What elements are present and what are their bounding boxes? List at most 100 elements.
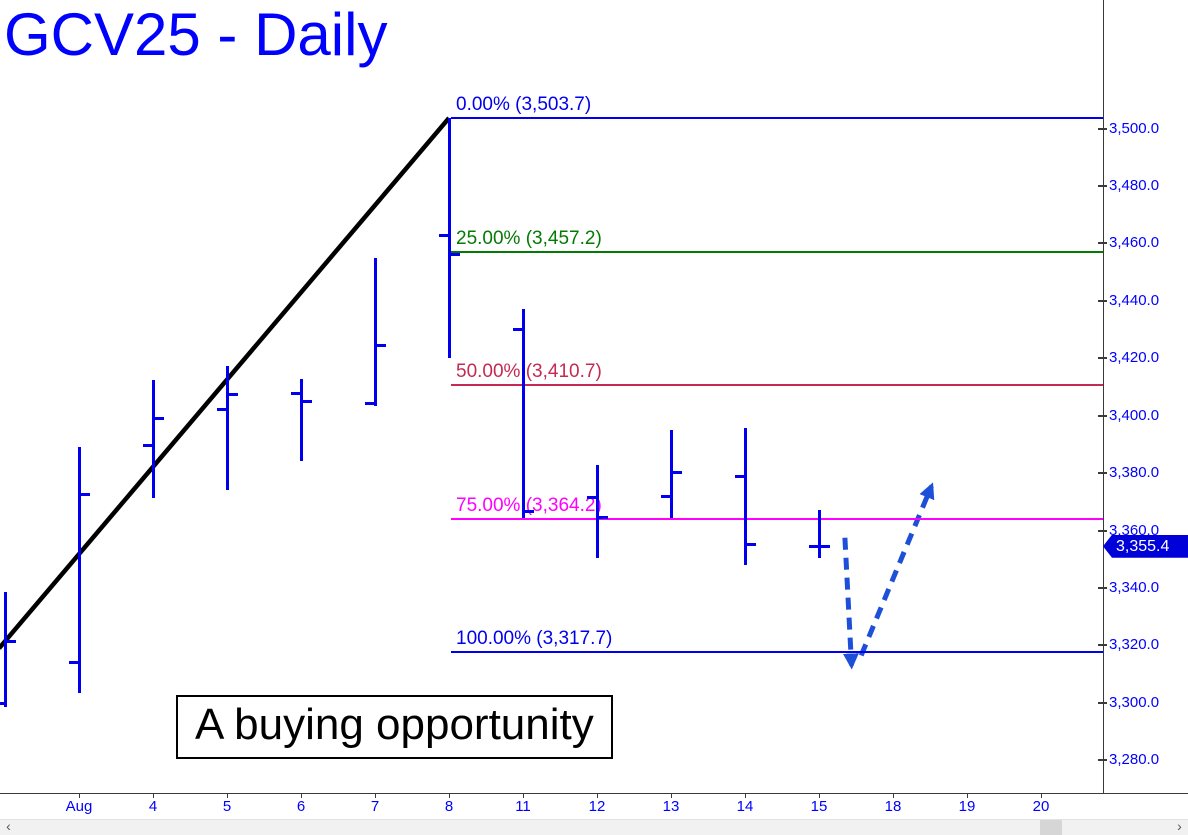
price-tick	[1098, 529, 1107, 532]
ohlc-bar	[225, 366, 229, 491]
price-tick	[1098, 357, 1107, 360]
ohlc-bar	[447, 118, 451, 358]
price-tick-label: 3,280.0	[1109, 751, 1160, 769]
date-tick	[966, 793, 968, 798]
date-tick	[300, 793, 302, 798]
price-tick-label: 3,500.0	[1109, 119, 1160, 137]
open-tick	[660, 495, 671, 499]
date-label: 12	[588, 798, 606, 815]
price-tick-label: 3,340.0	[1109, 578, 1160, 596]
price-tick	[1098, 472, 1107, 475]
date-label: 19	[958, 798, 976, 815]
fib-line-50	[451, 384, 1103, 386]
date-label: Aug	[65, 798, 93, 815]
scroll-right-button[interactable]: ›	[1171, 819, 1188, 835]
close-tick	[301, 399, 312, 403]
date-tick	[892, 793, 894, 798]
fib-label-50: 50.00% (3,410.7)	[456, 361, 602, 382]
date-label: 14	[736, 798, 754, 815]
price-tick	[1098, 299, 1107, 302]
close-tick	[449, 252, 460, 256]
scrollbar-thumb[interactable]	[1040, 820, 1062, 835]
date-label: 15	[810, 798, 828, 815]
ohlc-bar	[299, 378, 303, 462]
price-tick	[1098, 185, 1107, 188]
date-tick	[670, 793, 672, 798]
date-tick	[78, 793, 80, 798]
open-tick	[808, 544, 819, 548]
ohlc-bar	[77, 447, 81, 694]
price-axis-line	[1103, 0, 1104, 793]
price-tick	[1098, 701, 1107, 704]
chart-title: GCV25 - Daily	[4, 1, 388, 68]
fib-label-75: 75.00% (3,364.2)	[456, 494, 602, 516]
fib-label-100: 100.00% (3,317.7)	[456, 628, 613, 649]
open-tick	[734, 474, 745, 478]
date-tick	[448, 793, 450, 798]
price-tick	[1098, 644, 1107, 647]
fib-label-0: 0.00% (3,503.7)	[456, 94, 592, 115]
ohlc-bar	[669, 430, 673, 518]
date-tick	[1040, 793, 1042, 798]
price-tick	[1098, 242, 1107, 245]
price-tick-label: 3,440.0	[1109, 291, 1160, 309]
horizontal-scrollbar[interactable]: ‹ ›	[0, 819, 1188, 835]
price-tick-label: 3,380.0	[1109, 464, 1160, 482]
ohlc-bar	[373, 258, 377, 406]
date-label: 8	[444, 798, 454, 815]
open-tick	[512, 328, 523, 332]
fib-line-25	[451, 250, 1103, 253]
close-tick	[745, 542, 756, 546]
close-tick	[597, 515, 608, 519]
date-tick	[152, 793, 154, 798]
scroll-left-button[interactable]: ‹	[0, 819, 17, 835]
date-label: 7	[370, 798, 380, 815]
close-tick	[523, 510, 534, 514]
close-tick	[671, 471, 682, 475]
open-tick	[216, 408, 227, 412]
close-tick	[5, 640, 16, 644]
open-tick	[0, 701, 5, 705]
price-tick	[1098, 127, 1107, 130]
open-tick	[142, 444, 153, 448]
ohlc-bar	[743, 428, 747, 565]
open-tick	[290, 391, 301, 395]
fib-line-100	[451, 651, 1103, 653]
last-price-tag: 3,355.4	[1103, 534, 1188, 558]
fib-line-0	[451, 117, 1103, 119]
close-tick	[819, 544, 830, 548]
price-tick-label: 3,480.0	[1109, 177, 1160, 195]
close-tick	[79, 492, 90, 496]
date-tick	[226, 793, 228, 798]
ohlc-bar	[595, 465, 599, 559]
date-label: 13	[662, 798, 680, 815]
price-tick-label: 3,420.0	[1109, 349, 1160, 367]
date-tick	[744, 793, 746, 798]
projection-arrow-down-icon	[842, 537, 859, 670]
close-tick	[153, 416, 164, 420]
open-tick	[68, 660, 79, 664]
date-tick	[374, 793, 376, 798]
date-label: 5	[222, 798, 232, 815]
date-axis-line	[0, 793, 1188, 794]
date-label: 6	[296, 798, 306, 815]
open-tick	[586, 496, 597, 500]
ohlc-bar	[3, 591, 7, 708]
price-tick-label: 3,300.0	[1109, 693, 1160, 711]
date-label: 18	[884, 798, 902, 815]
ohlc-bar	[817, 509, 821, 559]
annotation-box: A buying opportunity	[176, 695, 613, 759]
close-tick	[227, 392, 238, 396]
open-tick	[364, 402, 375, 406]
ohlc-bar	[521, 308, 525, 518]
price-tick-label: 3,360.0	[1109, 521, 1160, 539]
fib-label-25: 25.00% (3,457.2)	[456, 227, 602, 249]
trendline	[0, 116, 451, 650]
price-tick	[1098, 586, 1107, 589]
price-tick	[1098, 759, 1107, 762]
ohlc-bar	[151, 380, 155, 499]
projection-arrow-up-icon	[858, 482, 935, 657]
fib-line-75	[451, 517, 1103, 520]
